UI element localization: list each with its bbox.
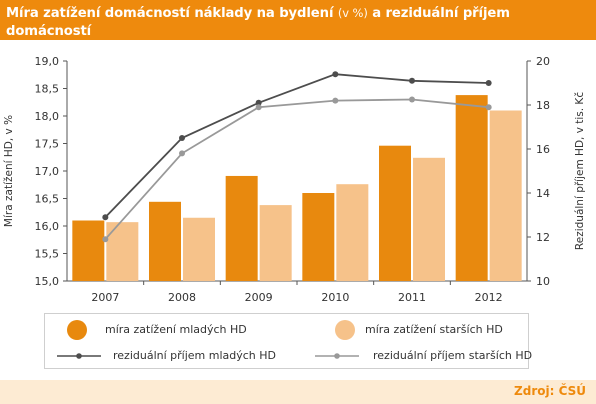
title-end: , v ČR, 2007–2012	[59, 43, 190, 58]
combo-chart: 15,0 15,5 16,0 16,5 17,0 17,5 18,0 18,5 19,0 10 12…	[3, 55, 586, 304]
bar-old	[336, 184, 369, 281]
x-tick-label: 2010	[321, 291, 349, 304]
bar-young	[149, 201, 181, 281]
point-young	[332, 71, 339, 78]
y-tick-label-left: 16,0	[35, 220, 60, 233]
bar-old	[259, 205, 292, 281]
y-tick-label-left: 18,5	[35, 83, 60, 96]
source-note: Zdroj: ČSÚ	[514, 384, 586, 398]
legend-swatch-line-young	[57, 353, 101, 359]
y-tick-label-right: 12	[536, 231, 550, 244]
y-tick-label-right: 20	[536, 55, 550, 68]
bar-young	[225, 175, 258, 281]
y-tick-label-left: 16,5	[35, 193, 60, 206]
y-tick-label-right: 14	[536, 187, 550, 200]
footer-bar: Zdroj: ČSÚ	[0, 380, 596, 404]
y-tick-label-left: 19,0	[35, 55, 60, 68]
chart-legend: míra zatížení mladých HD míra zatížení s…	[44, 313, 533, 369]
bar-young	[455, 95, 488, 281]
bar-old	[183, 217, 215, 281]
legend-label-bar-young: míra zatížení mladých HD	[105, 323, 247, 336]
title-unit-czk: (v tis. Kč)	[6, 43, 60, 57]
line-old	[104, 98, 489, 240]
bar-young	[379, 145, 411, 281]
point-old	[255, 104, 262, 111]
point-young	[409, 77, 415, 84]
point-old	[485, 104, 492, 111]
bar-young	[72, 220, 105, 281]
y-axis-label-right: Reziduální příjem HD, v tis. Kč	[574, 92, 586, 250]
point-young	[255, 99, 262, 106]
x-tick-label: 2008	[168, 291, 196, 304]
x-tick-label: 2011	[398, 291, 426, 304]
y-tick-label-left: 15,0	[35, 275, 60, 288]
title-main: Míra zatížení domácností náklady na bydl…	[6, 6, 334, 21]
bar-young	[302, 193, 335, 281]
y-tick-label-right: 16	[536, 143, 550, 156]
point-old	[332, 97, 339, 104]
legend-swatch-bar-old	[335, 320, 355, 340]
y-tick-label-right: 10	[536, 275, 550, 288]
point-young	[102, 214, 109, 221]
point-old	[409, 96, 415, 103]
point-old	[179, 150, 185, 157]
y-tick-label-left: 15,5	[35, 248, 60, 261]
legend-swatch-bar-young	[67, 320, 87, 340]
chart-area: 15,0 15,5 16,0 16,5 17,0 17,5 18,0 18,5 19,0 10 12…	[0, 40, 596, 308]
line-young	[104, 73, 489, 218]
point-young	[485, 80, 492, 86]
x-tick-label: 2012	[475, 291, 503, 304]
legend-swatch-line-old	[315, 353, 359, 359]
legend-label-line-young: reziduální příjem mladých HD	[113, 349, 277, 362]
y-tick-label-left: 17,0	[35, 165, 60, 178]
x-tick-label: 2007	[91, 291, 119, 304]
y-tick-label-right: 18	[536, 99, 550, 112]
bar-old	[489, 110, 522, 281]
title-middle: a reziduální příjem domácností	[6, 6, 510, 39]
legend-label-line-old: reziduální příjem starších HD	[373, 349, 533, 362]
y-tick-label-left: 17,5	[35, 138, 60, 151]
point-young	[179, 135, 185, 141]
chart-title: Míra zatížení domácností náklady na bydl…	[0, 0, 596, 58]
point-old	[102, 236, 109, 243]
y-tick-label-left: 18,0	[35, 110, 60, 123]
x-tick-label: 2009	[245, 291, 273, 304]
bar-old	[106, 222, 139, 281]
title-unit-percent: (v %)	[337, 6, 368, 20]
legend-label-bar-old: míra zatížení starších HD	[365, 323, 503, 336]
y-axis-label-left: Míra zatížení HD, v %	[3, 115, 15, 227]
bar-old	[413, 157, 445, 281]
